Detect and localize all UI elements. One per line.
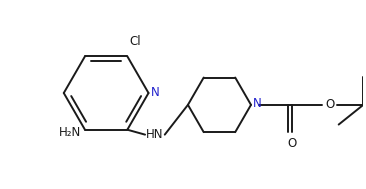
Text: HN: HN	[146, 128, 164, 141]
Text: Cl: Cl	[129, 36, 141, 48]
Text: O: O	[288, 137, 297, 150]
Text: N: N	[253, 97, 262, 110]
Text: H₂N: H₂N	[59, 126, 81, 139]
Text: N: N	[150, 86, 159, 98]
Text: O: O	[325, 98, 335, 111]
